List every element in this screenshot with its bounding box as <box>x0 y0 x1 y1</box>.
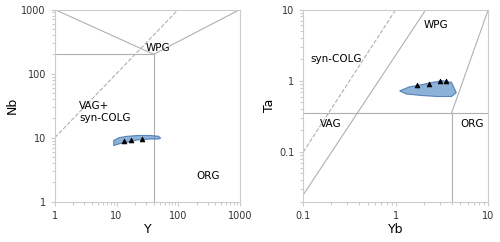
Text: WPG: WPG <box>424 20 448 30</box>
Text: VAG: VAG <box>320 119 341 129</box>
Text: WPG: WPG <box>146 43 171 53</box>
Polygon shape <box>400 81 456 97</box>
Text: ORG: ORG <box>197 171 220 181</box>
Text: syn-COLG: syn-COLG <box>310 54 362 64</box>
X-axis label: Y: Y <box>144 223 151 236</box>
Polygon shape <box>114 136 160 146</box>
X-axis label: Yb: Yb <box>388 223 404 236</box>
Y-axis label: Ta: Ta <box>263 99 276 112</box>
Text: ORG: ORG <box>460 119 484 129</box>
Y-axis label: Nb: Nb <box>6 97 18 114</box>
Text: VAG+
syn-COLG: VAG+ syn-COLG <box>80 101 131 123</box>
